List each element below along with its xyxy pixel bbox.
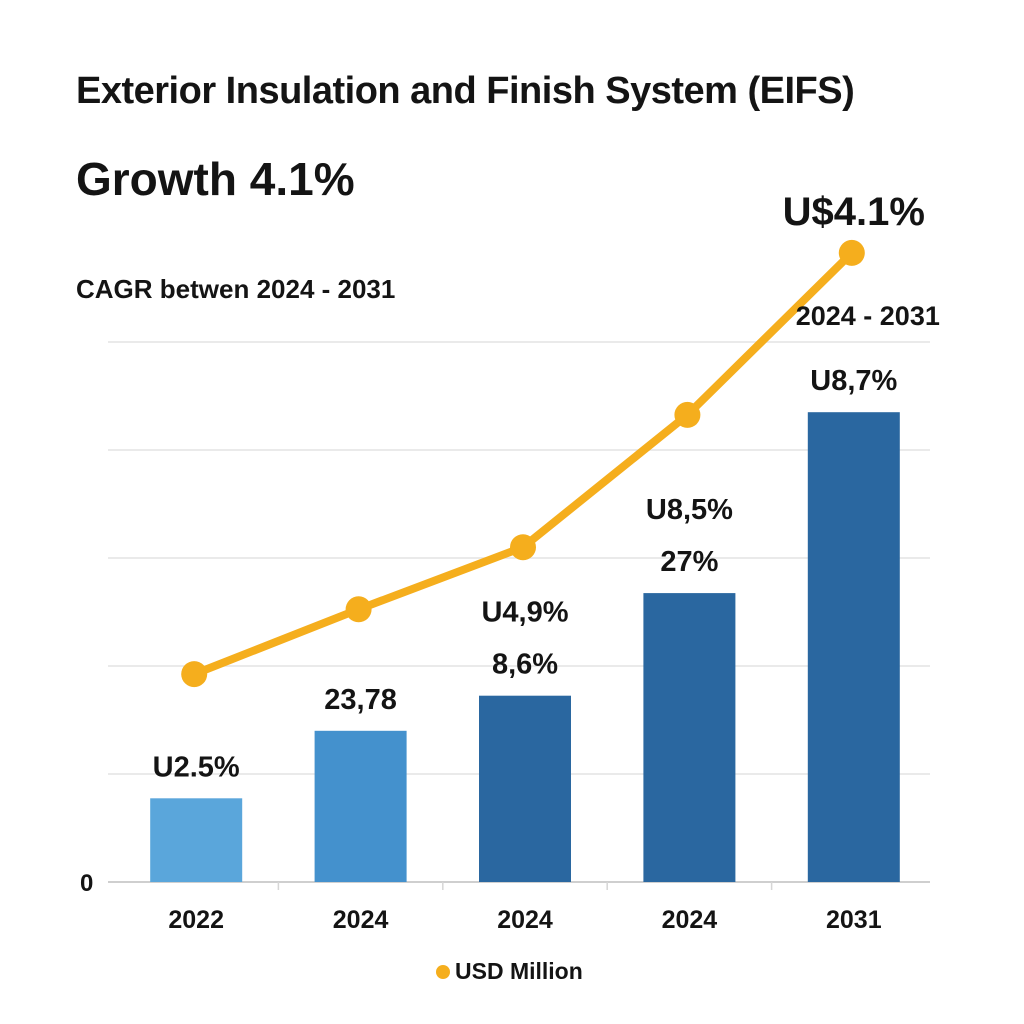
chart-title: Exterior Insulation and Finish System (E… — [76, 70, 855, 112]
line-end-sublabel: 2024 - 2031 — [796, 301, 940, 331]
x-tick-label: 2022 — [168, 906, 224, 934]
x-tick-label: 2024 — [333, 906, 389, 934]
bar — [643, 593, 736, 882]
bar-value-label: 27% — [660, 546, 718, 578]
cagr-subtitle: CAGR betwen 2024 - 2031 — [76, 274, 396, 304]
line-point — [510, 534, 536, 561]
line-point — [181, 661, 208, 688]
bar — [314, 730, 407, 882]
x-tick-label: 2024 — [497, 906, 553, 934]
line-end-label: U$4.1% — [783, 190, 925, 234]
bar-value-label: 8,6% — [492, 649, 558, 681]
bar-value-label: 23,78 — [324, 684, 397, 716]
bar-value-label: U4,9% — [481, 597, 568, 629]
bar — [150, 798, 243, 882]
x-tick-label: 2031 — [826, 906, 882, 934]
x-tick-label: 2024 — [662, 906, 718, 934]
legend-label: USD Million — [455, 958, 583, 984]
legend-marker — [436, 964, 450, 979]
y-tick-label: 0 — [80, 870, 93, 897]
line-point — [674, 401, 701, 428]
bar — [479, 695, 571, 882]
line-point — [345, 596, 372, 623]
growth-headline: Growth 4.1% — [76, 153, 355, 205]
bar-value-label: U8,5% — [646, 494, 733, 526]
chart-legend: USD Million — [436, 958, 583, 985]
line-point — [838, 239, 865, 266]
bar — [807, 412, 900, 882]
bar-value-label: U2.5% — [153, 751, 240, 783]
bar-value-label: U8,7% — [810, 365, 897, 397]
